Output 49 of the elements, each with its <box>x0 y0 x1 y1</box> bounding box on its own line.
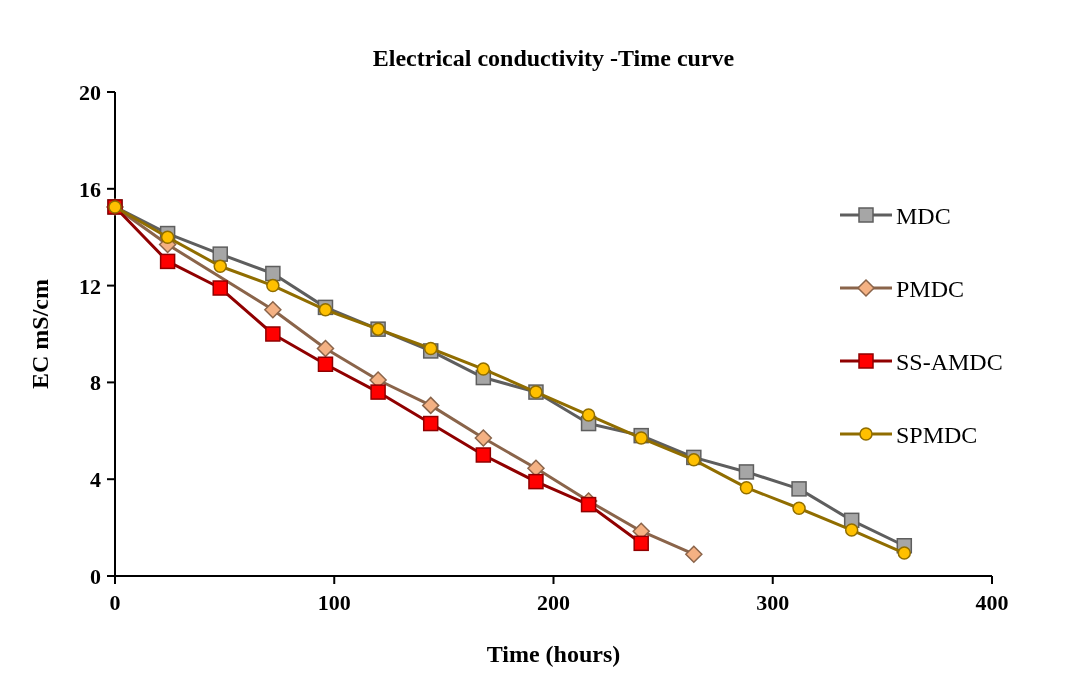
point <box>580 496 597 513</box>
y-tick-label: 12 <box>79 273 101 299</box>
point <box>474 429 493 447</box>
point <box>265 326 281 342</box>
legend-label: PMDC <box>896 276 965 302</box>
point <box>476 362 491 376</box>
point <box>738 464 755 480</box>
legend-label: SS-AMDC <box>896 349 1003 375</box>
x-tick-label: 200 <box>537 590 570 615</box>
y-tick-label: 20 <box>79 80 101 105</box>
point <box>844 523 859 537</box>
point <box>739 480 754 495</box>
point <box>317 356 334 372</box>
y-tick-label: 4 <box>90 467 101 493</box>
x-axis-title: Time (hours) <box>486 641 621 667</box>
point <box>160 230 175 244</box>
x-tick-label: 0 <box>109 590 121 615</box>
point <box>634 431 648 445</box>
y-tick-label: 16 <box>79 176 101 202</box>
point <box>159 253 176 270</box>
point <box>370 384 386 400</box>
legend-label: MDC <box>896 203 951 229</box>
point <box>212 280 228 296</box>
x-tick-label: 300 <box>756 590 790 615</box>
y-tick-label: 8 <box>90 370 101 396</box>
point <box>212 246 228 262</box>
point <box>791 481 807 497</box>
point <box>265 265 281 282</box>
point <box>633 535 649 552</box>
chart-title: Electrical conductivity -Time curve <box>372 45 735 71</box>
point <box>316 339 335 358</box>
point <box>685 545 703 563</box>
y-tick-label: 0 <box>90 564 101 589</box>
point <box>581 408 596 422</box>
point <box>792 501 806 515</box>
x-tick-label: 400 <box>975 590 1009 615</box>
point <box>421 396 440 415</box>
legend-label: SPMDC <box>896 422 978 448</box>
y-axis-title: EC mS/cm <box>27 279 53 389</box>
point <box>264 301 282 319</box>
point <box>213 259 227 273</box>
point <box>475 447 492 463</box>
point <box>266 278 280 293</box>
x-tick-label: 100 <box>317 590 351 615</box>
point <box>897 546 912 560</box>
point <box>318 303 333 317</box>
point <box>422 415 439 432</box>
point <box>528 473 544 490</box>
point <box>687 453 701 467</box>
